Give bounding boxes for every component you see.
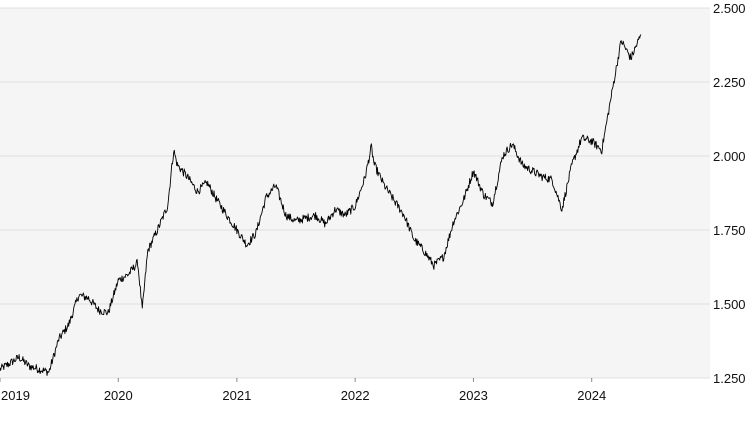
y-axis: 1.250 1.500 1.750 2.000 2.250 2.500: [713, 1, 746, 386]
y-tick-label: 2.000: [713, 149, 746, 164]
x-tick-label: 2024: [577, 388, 606, 403]
x-tick-label: 2022: [341, 388, 370, 403]
x-tick-label: 2019: [1, 388, 30, 403]
plot-background: [0, 8, 710, 378]
series-group: [0, 34, 642, 376]
x-tick-label: 2023: [459, 388, 488, 403]
x-axis: 2019 2020 2021 2022 2023 2024: [0, 378, 606, 403]
y-tick-label: 2.250: [713, 75, 746, 90]
y-tick-label: 1.500: [713, 297, 746, 312]
y-tick-label: 2.500: [713, 1, 746, 16]
x-tick-label: 2020: [104, 388, 133, 403]
x-tick-label: 2021: [222, 388, 251, 403]
y-tick-label: 1.250: [713, 371, 746, 386]
series-line: [0, 34, 642, 376]
y-tick-label: 1.750: [713, 223, 746, 238]
